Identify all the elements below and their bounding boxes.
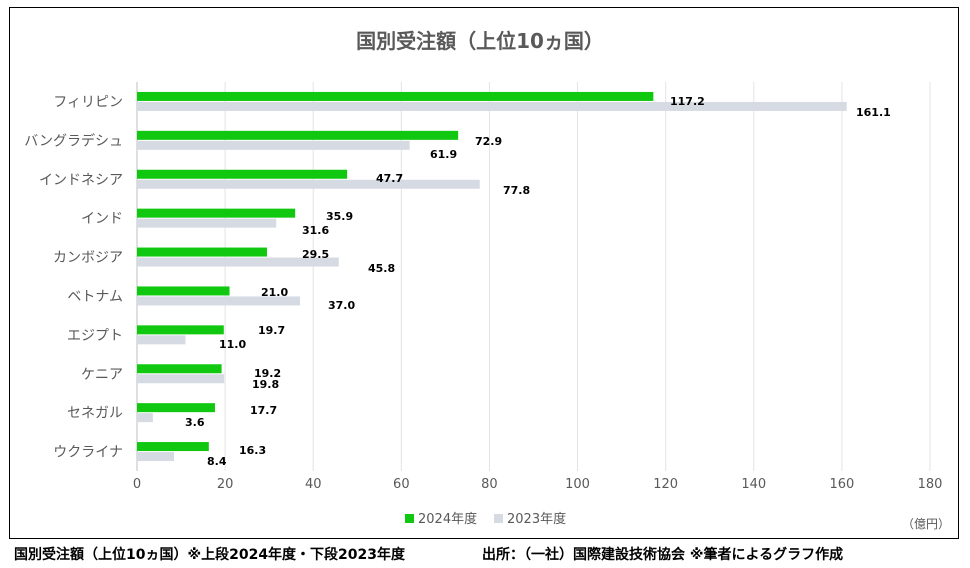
bar-2023年度 [137, 257, 339, 267]
bar-2024年度 [137, 130, 459, 140]
data-label: 11.0 [219, 338, 246, 351]
bar-2024年度 [137, 91, 654, 101]
data-label: 117.2 [670, 95, 705, 108]
category-label: バングラデシュ [24, 132, 123, 149]
x-tick-label: 180 [918, 477, 943, 492]
data-label: 31.6 [302, 224, 329, 237]
unit-label: （億円） [902, 517, 950, 531]
legend: 2024年度 2023年度 [405, 511, 566, 527]
category-label: カンボジア [53, 250, 123, 266]
data-label: 47.7 [376, 172, 403, 185]
category-label: セネガル [67, 406, 123, 422]
bar-2023年度 [137, 218, 277, 228]
chart-frame: 国別受注額（上位10ヵ国） フィリピンバングラデシュインドネシアインドカンボジア… [9, 7, 959, 539]
bar-2023年度 [137, 335, 186, 345]
bar-2024年度 [137, 169, 348, 179]
bar-2024年度 [137, 403, 215, 413]
data-label: 29.5 [302, 248, 329, 261]
x-axis-ticks: 0 20 40 60 80 100 120 140 160 180 [133, 477, 943, 492]
data-label: 35.9 [326, 210, 353, 223]
x-tick-label: 20 [217, 477, 234, 492]
bar-2023年度 [137, 140, 410, 150]
category-label: エジプト [67, 328, 123, 344]
bars [137, 91, 847, 462]
x-tick-label: 140 [741, 477, 766, 492]
caption-source: 出所：（一社）国際建設技術協会 ※筆者によるグラフ作成 [482, 547, 844, 563]
data-label: 61.9 [430, 148, 457, 161]
bar-2024年度 [137, 286, 230, 296]
data-label: 8.4 [207, 455, 227, 468]
category-label: インドネシア [39, 172, 123, 188]
legend-label-2024: 2024年度 [418, 511, 477, 527]
data-label: 45.8 [368, 262, 395, 275]
category-label: インド [81, 211, 123, 227]
chart-title: 国別受注額（上位10ヵ国） [356, 29, 604, 53]
data-label: 3.6 [185, 416, 205, 429]
data-label: 19.7 [258, 324, 285, 337]
x-tick-label: 160 [829, 477, 854, 492]
x-tick-label: 0 [133, 477, 141, 492]
data-label: 161.1 [856, 106, 891, 119]
caption: 国別受注額（上位10ヵ国）※上段2024年度・下段2023年度 出所：（一社）国… [14, 544, 964, 564]
bar-2024年度 [137, 442, 209, 452]
data-label: 77.8 [503, 184, 530, 197]
bar-2023年度 [137, 101, 847, 111]
x-tick-label: 100 [565, 477, 590, 492]
x-tick-label: 120 [653, 477, 678, 492]
data-label: 19.2 [254, 367, 281, 380]
x-tick-label: 40 [305, 477, 322, 492]
legend-swatch-2023 [494, 514, 503, 523]
data-label: 37.0 [328, 299, 355, 312]
x-tick-label: 80 [481, 477, 498, 492]
data-label: 19.8 [252, 378, 279, 391]
bar-chart: 国別受注額（上位10ヵ国） フィリピンバングラデシュインドネシアインドカンボジア… [24, 29, 950, 531]
bar-2023年度 [137, 374, 225, 384]
category-label: ウクライナ [53, 445, 123, 461]
legend-label-2023: 2023年度 [507, 511, 566, 527]
category-labels: フィリピンバングラデシュインドネシアインドカンボジアベトナムエジプトケニアセネガ… [24, 94, 123, 460]
data-label: 21.0 [261, 286, 288, 299]
category-label: ベトナム [67, 289, 123, 305]
bar-2023年度 [137, 452, 175, 462]
x-tick-label: 60 [393, 477, 410, 492]
category-label: ケニア [81, 367, 123, 383]
bar-2023年度 [137, 296, 301, 306]
category-label: フィリピン [53, 94, 123, 110]
bar-2024年度 [137, 364, 222, 374]
legend-swatch-2024 [405, 514, 414, 523]
bar-2023年度 [137, 179, 480, 189]
caption-left: 国別受注額（上位10ヵ国）※上段2024年度・下段2023年度 [14, 547, 406, 563]
data-label: 16.3 [239, 444, 266, 457]
data-label: 72.9 [475, 135, 502, 148]
data-labels: 117.2 161.1 72.9 61.9 47.7 77.8 35.931.6 29.5 45… [185, 95, 891, 468]
bar-2024年度 [137, 208, 296, 218]
bar-2023年度 [137, 413, 153, 423]
data-label: 17.7 [250, 404, 277, 417]
bar-2024年度 [137, 247, 267, 257]
bar-2024年度 [137, 325, 224, 335]
